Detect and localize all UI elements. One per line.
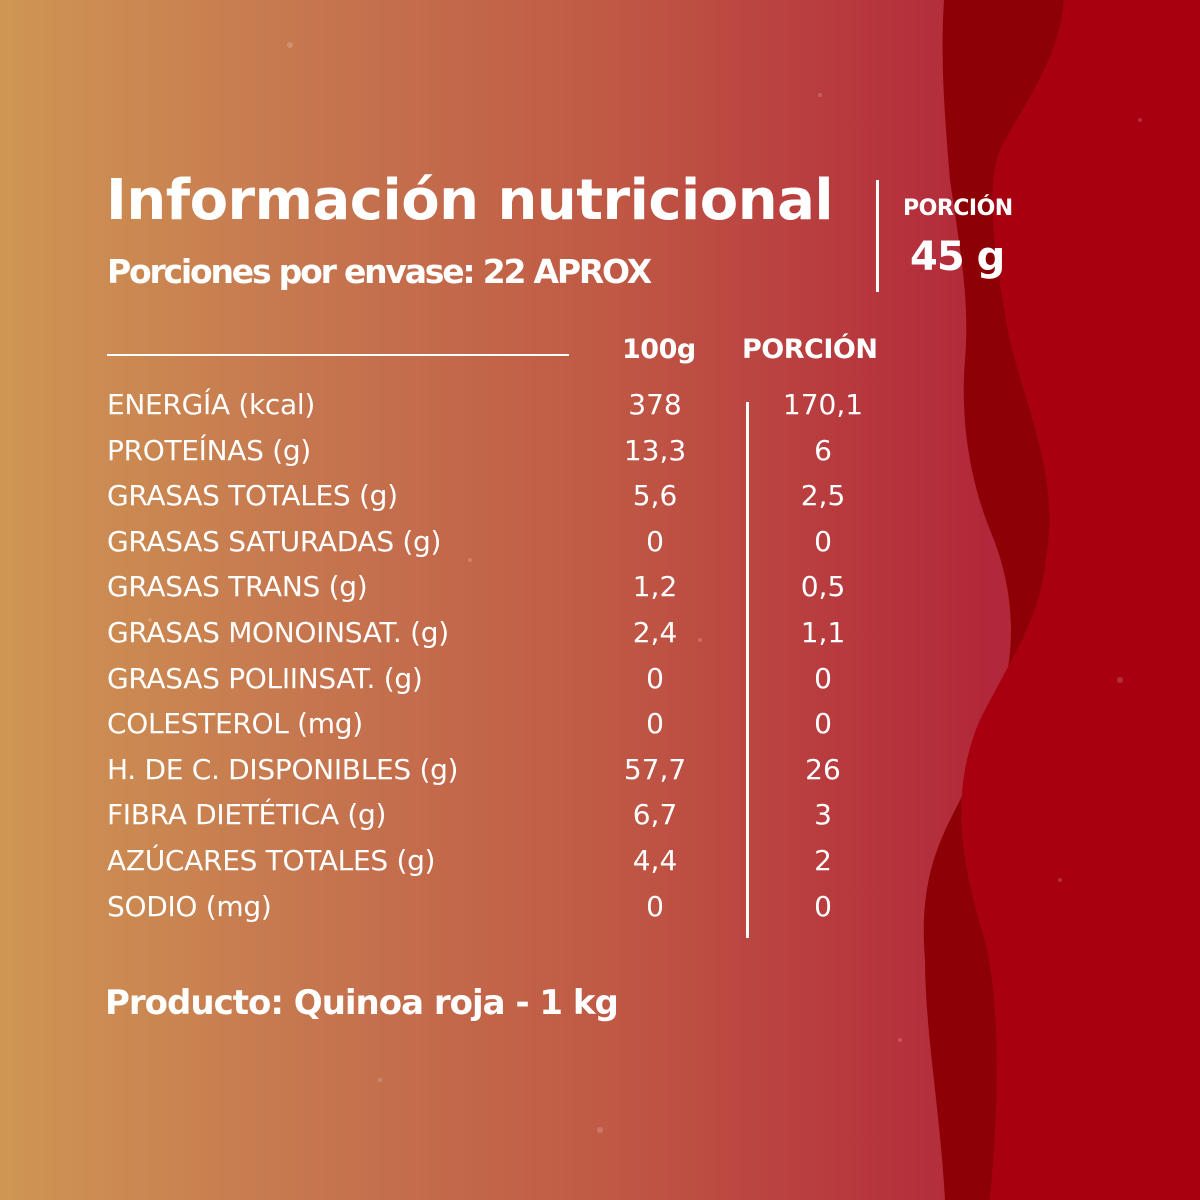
portion-value: 45 g <box>910 234 1005 280</box>
value-portion: 0 <box>814 524 832 558</box>
nutrient-label: ENERGÍA (kcal) <box>107 388 315 421</box>
value-portion: 6 <box>814 433 832 467</box>
nutrient-label: H. DE C. DISPONIBLES (g) <box>107 752 459 786</box>
value-portion: 2 <box>814 843 832 877</box>
portion-divider <box>876 180 879 292</box>
value-100g: 0 <box>646 524 664 558</box>
nutrient-label: GRASAS TOTALES (g) <box>107 479 398 513</box>
nutrition-table: ENERGÍA (kcal) 378 170,1 PROTEÍNAS (g) 1… <box>107 388 907 935</box>
table-row: GRASAS TOTALES (g) 5,6 2,5 <box>107 479 907 525</box>
value-100g: 2,4 <box>632 615 678 649</box>
header-rule <box>107 354 569 356</box>
nutrient-label: GRASAS MONOINSAT. (g) <box>107 615 449 649</box>
column-header-portion: PORCIÓN <box>742 334 878 365</box>
value-portion: 0 <box>814 707 832 741</box>
table-row: GRASAS SATURADAS (g) 0 0 <box>107 525 907 571</box>
value-100g: 0 <box>646 661 664 695</box>
table-row: H. DE C. DISPONIBLES (g) 57,7 26 <box>107 753 907 799</box>
servings-per-package: Porciones por envase: 22 APROX <box>107 252 652 291</box>
nutrient-label: COLESTEROL (mg) <box>107 707 363 741</box>
value-100g: 0 <box>646 707 664 741</box>
value-portion: 0 <box>814 661 832 695</box>
value-portion: 3 <box>814 798 832 832</box>
nutrient-label: GRASAS POLIINSAT. (g) <box>107 661 423 695</box>
table-row: GRASAS MONOINSAT. (g) 2,4 1,1 <box>107 616 907 662</box>
value-portion: 170,1 <box>782 388 864 421</box>
table-row: GRASAS TRANS (g) 1,2 0,5 <box>107 570 907 616</box>
column-divider <box>746 402 749 938</box>
nutrient-label: PROTEÍNAS (g) <box>107 433 311 467</box>
table-row: PROTEÍNAS (g) 13,3 6 <box>107 434 907 480</box>
column-header-100g: 100g <box>622 334 696 365</box>
value-portion: 26 <box>805 752 841 786</box>
table-row: ENERGÍA (kcal) 378 170,1 <box>107 388 907 434</box>
table-row: SODIO (mg) 0 0 <box>107 890 907 936</box>
value-portion: 0,5 <box>800 570 846 604</box>
value-100g: 4,4 <box>632 843 678 877</box>
nutrient-label: GRASAS TRANS (g) <box>107 570 368 604</box>
value-portion: 1,1 <box>800 615 846 649</box>
nutrient-label: GRASAS SATURADAS (g) <box>107 524 442 558</box>
nutrient-label: FIBRA DIETÉTICA (g) <box>107 798 387 832</box>
value-100g: 378 <box>628 388 682 421</box>
value-100g: 57,7 <box>623 752 687 786</box>
value-100g: 1,2 <box>632 570 678 604</box>
value-100g: 6,7 <box>632 798 678 832</box>
value-100g: 13,3 <box>623 433 687 467</box>
value-portion: 2,5 <box>800 479 846 513</box>
table-row: AZÚCARES TOTALES (g) 4,4 2 <box>107 844 907 890</box>
page-title: Información nutricional <box>106 168 834 233</box>
table-row: GRASAS POLIINSAT. (g) 0 0 <box>107 662 907 708</box>
value-100g: 5,6 <box>632 479 678 513</box>
table-row: FIBRA DIETÉTICA (g) 6,7 3 <box>107 798 907 844</box>
value-100g: 0 <box>646 889 664 923</box>
portion-label: PORCIÓN <box>903 196 1013 221</box>
nutrient-label: SODIO (mg) <box>107 889 272 923</box>
value-portion: 0 <box>814 889 832 923</box>
table-row: COLESTEROL (mg) 0 0 <box>107 707 907 753</box>
product-name: Producto: Quinoa roja - 1 kg <box>105 983 619 1023</box>
nutrient-label: AZÚCARES TOTALES (g) <box>107 843 436 877</box>
